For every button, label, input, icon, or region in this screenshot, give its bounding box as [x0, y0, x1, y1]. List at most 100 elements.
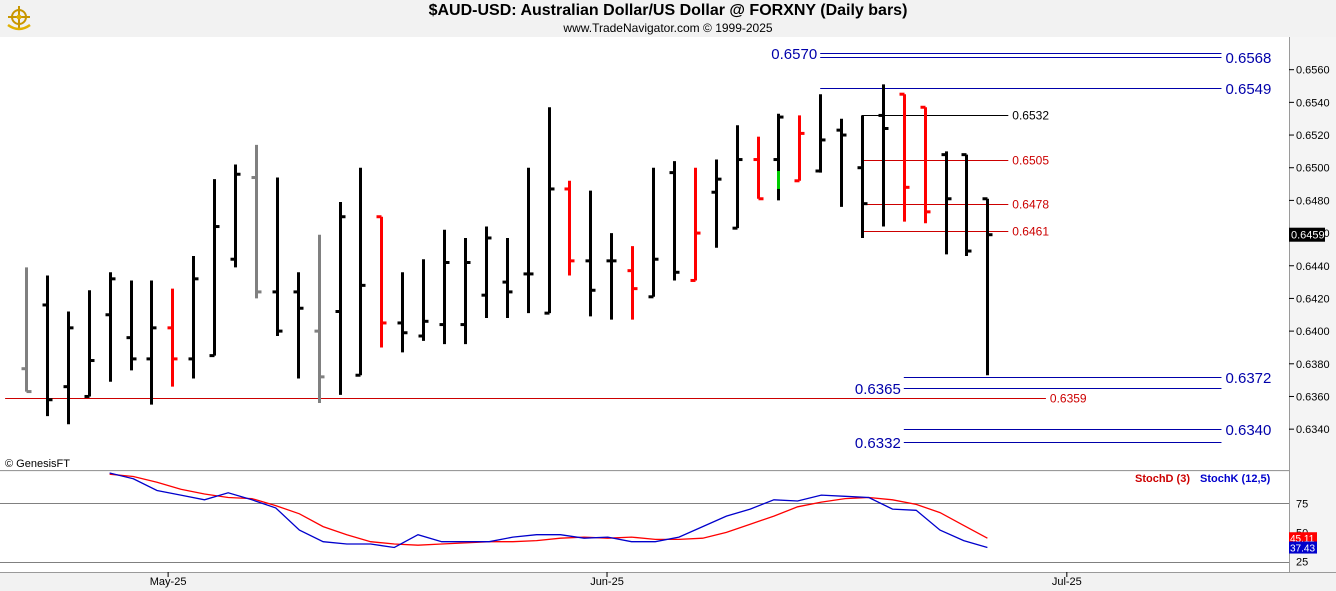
stoch-line: [109, 472, 988, 549]
ohlc-bar: [397, 272, 408, 353]
ohlc-bar: [627, 246, 638, 320]
ohlc-bar: [126, 280, 137, 371]
ohlc-bar: [460, 237, 471, 345]
chart-title: $AUD-USD: Australian Dollar/US Dollar @ …: [428, 2, 908, 19]
ohlc-bar: [63, 311, 74, 425]
stoch-line: [109, 473, 988, 546]
ohlc-bar: [293, 272, 304, 379]
ohlc-bar: [84, 290, 95, 398]
ohlc-bar: [105, 272, 116, 382]
level-label: 0.6505: [1012, 154, 1049, 168]
chart-header: $AUD-USD: Australian Dollar/US Dollar @ …: [0, 0, 1336, 37]
ohlc-bar: [314, 234, 325, 404]
support-resistance-levels: 0.6570 0.6568 0.6549 0.6532 0.6505 0.6478 0.64…: [5, 46, 1271, 452]
ohlc-bar: [544, 107, 555, 315]
stoch-d-legend: StochD (3): [1135, 473, 1190, 485]
price-axis-label: 0.6340: [1296, 424, 1330, 436]
level-label: 0.6549: [1225, 81, 1271, 98]
ohlc-bar: [355, 167, 366, 377]
ohlc-bar: [335, 202, 346, 395]
level-label: 0.6365: [855, 381, 901, 398]
level-label: 0.6461: [1012, 225, 1049, 239]
ohlc-bar: [961, 153, 972, 256]
price-axis-label: 0.6480: [1296, 195, 1330, 207]
price-axis-label: 0.6420: [1296, 293, 1330, 305]
ohlc-bar: [21, 267, 32, 394]
stoch-axis-label: 25: [1296, 557, 1308, 569]
level-label: 0.6359: [1050, 392, 1087, 406]
price-axis-label: 0.6360: [1296, 391, 1330, 403]
ohlc-bar: [773, 113, 784, 201]
ohlc-bar: [251, 144, 262, 299]
ohlc-bar: [982, 197, 993, 376]
last-price-box: [1289, 227, 1325, 242]
level-label: 0.6478: [1012, 198, 1049, 212]
price-axis-background: [1289, 37, 1336, 572]
chart-subtitle: www.TradeNavigator.com © 1999-2025: [563, 21, 773, 35]
ohlc-bar: [878, 84, 889, 227]
date-axis-label: Jun-25: [590, 576, 624, 588]
stoch-k-legend: StochK (12,5): [1200, 473, 1271, 485]
price-axis-label: 0.6540: [1296, 97, 1330, 109]
ohlc-bars: [21, 84, 993, 425]
ohlc-bar: [920, 105, 931, 224]
price-axis-label: 0.6560: [1296, 65, 1330, 77]
ohlc-bar: [418, 259, 429, 341]
ohlc-bar: [606, 233, 617, 320]
ohlc-bar: [690, 167, 701, 282]
ohlc-bar: [857, 115, 868, 238]
ohlc-bar: [753, 136, 764, 201]
level-label: 0.6340: [1225, 422, 1271, 439]
stoch-axis-label: 75: [1296, 498, 1308, 510]
ohlc-bar: [815, 94, 826, 173]
trade-navigator-logo-icon: [7, 6, 31, 31]
ohlc-bar: [899, 92, 910, 222]
ohlc-bar: [941, 151, 952, 255]
last-price-label: 0.6459: [1291, 230, 1325, 242]
price-axis-label: 0.6400: [1296, 326, 1330, 338]
stoch-last-box: [1289, 532, 1317, 545]
ohlc-bar: [167, 288, 178, 387]
ohlc-bar: [230, 164, 241, 268]
ohlc-bar: [146, 280, 157, 405]
level-label: 0.6372: [1225, 370, 1271, 387]
price-axis-label: 0.6440: [1296, 261, 1330, 273]
ohlc-bar: [711, 159, 722, 248]
price-panel-background: [0, 37, 1289, 470]
ohlc-bar: [523, 167, 534, 314]
ohlc-bar: [481, 226, 492, 319]
ohlc-bar: [502, 237, 513, 319]
price-axis-label: 0.6520: [1296, 130, 1330, 142]
ohlc-bar: [564, 180, 575, 276]
date-axis-label: May-25: [150, 576, 187, 588]
level-label: 0.6568: [1225, 50, 1271, 67]
level-label: 0.6532: [1012, 109, 1049, 123]
ohlc-bar: [42, 275, 53, 417]
date-axis: May-25 Jun-25 Jul-25: [150, 572, 1082, 588]
stoch-panel-background: [0, 472, 1289, 572]
stoch-last-label: 37.43: [1290, 544, 1315, 555]
ohlc-bar: [794, 115, 805, 183]
level-label: 0.6570: [771, 46, 817, 63]
stoch-last-box: [1289, 541, 1317, 554]
ohlc-bar: [376, 215, 387, 348]
ohlc-bar: [836, 118, 847, 207]
ohlc-bar: [648, 167, 659, 299]
ohlc-bar: [188, 255, 199, 379]
price-axis-label: 0.6500: [1296, 163, 1330, 175]
ohlc-bar: [669, 161, 680, 281]
date-axis-label: Jul-25: [1052, 576, 1082, 588]
genesis-watermark: © GenesisFT: [5, 458, 70, 470]
ohlc-bar: [272, 177, 283, 337]
ohlc-bar: [585, 190, 596, 317]
ohlc-bar: [439, 229, 450, 345]
level-label: 0.6332: [855, 435, 901, 452]
ohlc-bar: [209, 179, 220, 358]
price-axis-label: 0.6380: [1296, 359, 1330, 371]
stoch-last-label: 45.11: [1290, 534, 1315, 545]
ohlc-bar: [732, 125, 743, 230]
price-axis: 0.6340 0.6360 0.6380 0.6400 0.6420 0.6440 0.64…: [1289, 65, 1330, 436]
